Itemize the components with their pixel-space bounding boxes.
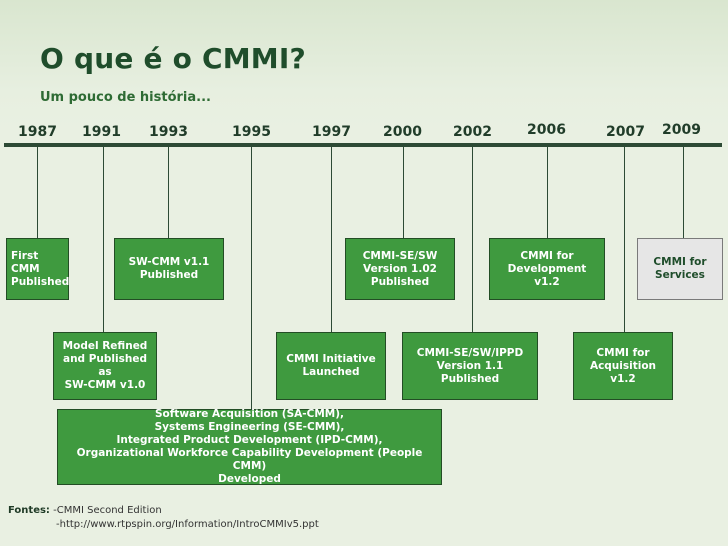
event-box-2000: CMMI-SE/SW Version 1.02 Published [345,238,455,300]
event-text-1997: CMMI Initiative Launched [286,353,376,378]
connector-1997 [331,147,332,332]
page-title: O que é o CMMI? [40,42,306,75]
year-label-2006: 2006 [527,122,566,138]
year-label-1995: 1995 [232,124,271,140]
year-label-1993: 1993 [149,124,188,140]
header-background [0,0,728,130]
connector-1987 [37,147,38,238]
event-text-2009: CMMI for Services [653,256,707,281]
page-subtitle: Um pouco de história... [40,90,211,105]
connector-2007 [624,147,625,332]
event-text-2000: CMMI-SE/SW Version 1.02 Published [362,249,438,288]
connector-2002 [472,147,473,332]
event-box-2006: CMMI for Development v1.2 [489,238,605,300]
year-label-1991: 1991 [82,124,121,140]
event-text-1995: Software Acquisition (SA-CMM), Systems E… [76,408,423,485]
sources-note: Fontes: -CMMI Second Edition -http://www… [8,504,319,532]
connector-1995 [251,147,252,409]
year-label-2009: 2009 [662,122,701,138]
event-text-2002: CMMI-SE/SW/IPPD Version 1.1 Published [416,346,524,385]
connector-2009 [683,147,684,238]
event-text-2006: CMMI for Development v1.2 [507,249,587,288]
connector-1993 [168,147,169,238]
event-box-1995: Software Acquisition (SA-CMM), Systems E… [57,408,442,485]
source-item-1: -CMMI Second Edition [53,505,162,516]
sources-label: Fontes: [8,505,50,516]
connector-2006 [547,147,548,238]
event-text-1993: SW-CMM v1.1 Published [128,256,210,281]
event-text-1987: First CMM Published [11,249,70,288]
event-box-2007: CMMI for Acquisition v1.2 [573,332,673,400]
event-box-2009: CMMI for Services [637,238,723,300]
event-box-1997: CMMI Initiative Launched [276,332,386,400]
connector-1991 [103,147,104,332]
year-label-1987: 1987 [18,124,57,140]
event-box-1991: Model Refined and Published as SW-CMM v1… [53,332,157,400]
year-label-2002: 2002 [453,124,492,140]
event-text-1991: Model Refined and Published as SW-CMM v1… [62,340,148,391]
timeline-axis [4,143,722,147]
year-label-2000: 2000 [383,124,422,140]
year-label-2007: 2007 [606,124,645,140]
event-box-1987: First CMM Published [6,238,69,300]
event-box-1993: SW-CMM v1.1 Published [114,238,224,300]
event-box-2002: CMMI-SE/SW/IPPD Version 1.1 Published [402,332,538,400]
event-text-2007: CMMI for Acquisition v1.2 [589,346,657,385]
year-label-1997: 1997 [312,124,351,140]
connector-2000 [403,147,404,238]
source-item-2: -http://www.rtpspin.org/Information/Intr… [56,519,319,530]
